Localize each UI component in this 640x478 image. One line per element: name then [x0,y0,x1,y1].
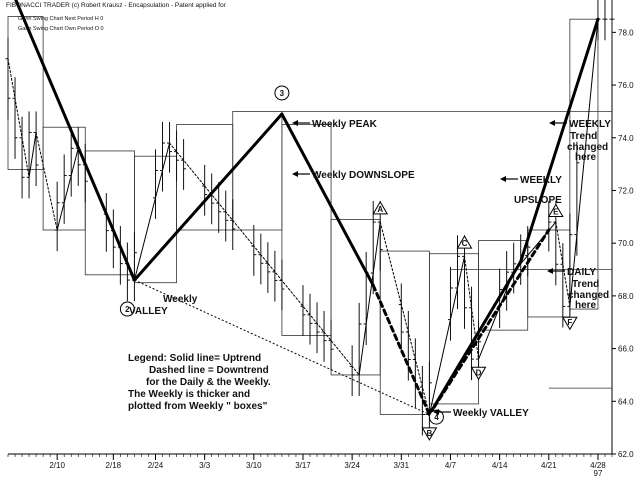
weekly-box [569,18,599,310]
x-tick-label: 4/21 [541,461,557,470]
legend-text-line: for the Daily & the Weekly. [146,377,271,388]
y-tick-label: 76.0 [618,81,634,90]
x-tick-label: 2/10 [49,461,65,470]
annotation-text: Weekly DOWNSLOPE [312,170,415,181]
swing-marker-label: 4 [434,413,439,422]
x-tick-label: 3/31 [394,461,410,470]
y-tick-label: 66.0 [618,345,634,354]
daily-swing-down-segment [555,221,571,307]
swing-marker-triangle-down [561,316,578,331]
indicator-label-next-period: Gann Swing Chart Next Period H 0 [18,16,104,22]
x-tick-label: 2/24 [148,461,164,470]
swing-marker-label: B [427,429,433,438]
y-tick-label: 64.0 [618,397,634,406]
daily-swing-up-segment [358,221,381,376]
daily-swing-up-segment [569,18,599,307]
annotation-text: Trend [572,279,599,290]
annotation-text: WEEKLY [520,175,562,186]
swing-marker-triangle-up [456,235,473,249]
weekly-box [232,111,283,231]
weekly-box [7,16,44,170]
swing-marker-circle [274,85,290,101]
x-tick-label: 3/17 [295,461,311,470]
weekly-box [281,124,332,336]
y-tick-label: 74.0 [618,134,634,143]
swing-marker-triangle-up [547,203,564,218]
swing-marker-triangle-down [470,366,487,381]
annotation-text: changed [568,290,609,301]
x-tick-label: 4/14 [492,461,508,470]
annotation-text: changed [567,142,608,153]
legend-text-line: plotted from Weekly " boxes" [128,401,268,412]
swing-marker-label: 3 [280,89,285,98]
annotation-text: Weekly PEAK [312,119,378,130]
annotation-text: Weekly [163,294,198,305]
daily-swing-down-segment [35,131,58,231]
swing-marker-circle [119,301,135,317]
weekly-swing-up-dashed-segment [427,228,551,416]
x-tick-label: 3/10 [246,461,262,470]
swing-marker-label: F [567,318,572,327]
annotation-text: UPSLOPE [514,195,562,206]
weekly-swing-down-segment [371,283,431,416]
weekly-swing-down-segment [280,112,375,287]
swing-marker-label: C [462,239,468,248]
x-tick-label: 3/24 [344,461,360,470]
annotation-text: here [575,152,597,163]
y-tick-label: 70.0 [618,239,634,248]
swing-marker-triangle-up [372,200,389,215]
weekly-swing-down-segment [14,0,136,282]
y-tick-label: 78.0 [618,28,634,37]
y-tick-label: 72.0 [618,186,634,195]
y-tick-label: 62.0 [618,450,634,459]
daily-swing-up-segment [133,142,171,281]
legend-text-line: The Weekly is thicker and [128,389,250,400]
annotation-text: here [575,300,597,311]
swing-marker-label: D [476,368,482,377]
indicator-label-own-period: Gann Swing Chart Own Period O 0 [18,26,104,32]
daily-swing-up-segment [56,147,79,231]
x-tick-label: 2/18 [106,461,122,470]
x-tick-label: 4/28 [590,461,606,470]
daily-swing-up-segment [28,131,37,178]
chart-title: FIBONACCI TRADER (c) Robert Krausz - Enc… [6,2,226,9]
swing-marker-label: E [553,208,559,217]
swing-marker-triangle-down [421,427,438,441]
annotation-arrow-head [433,409,439,415]
weekly-swing-up-segment [519,17,600,264]
annotation-text: DAILY [567,267,596,278]
swing-marker-circle [428,409,444,425]
annotation-text: Trend [570,131,597,142]
annotation-text: WEEKLY [569,119,611,130]
annotation-text: VALLEY [129,306,168,317]
annotation-arrow-head [292,120,298,126]
annotation-text: Weekly VALLEY [453,408,529,419]
legend-text-line: Legend: Solid line= Uptrend [128,353,261,364]
x-year-label: 97 [594,469,603,478]
x-tick-label: 4/7 [445,461,457,470]
daily-swing-up-segment [478,271,515,360]
annotation-arrow-head [292,171,298,177]
annotation-arrow-head [547,268,553,274]
legend-text-line: Dashed line = Downtrend [149,365,269,376]
weekly-swing-up-segment [132,112,284,282]
daily-swing-down-segment [169,142,360,376]
y-tick-label: 68.0 [618,292,634,301]
swing-marker-label: A [377,205,383,214]
daily-swing-down-segment [379,221,430,415]
daily-swing-down-segment [7,58,30,178]
x-tick-label: 3/3 [199,461,211,470]
annotation-arrow-head [549,120,555,126]
annotation-arrow-head [500,176,506,182]
daily-swing-up-segment [428,255,466,415]
swing-marker-label: 2 [125,305,130,314]
